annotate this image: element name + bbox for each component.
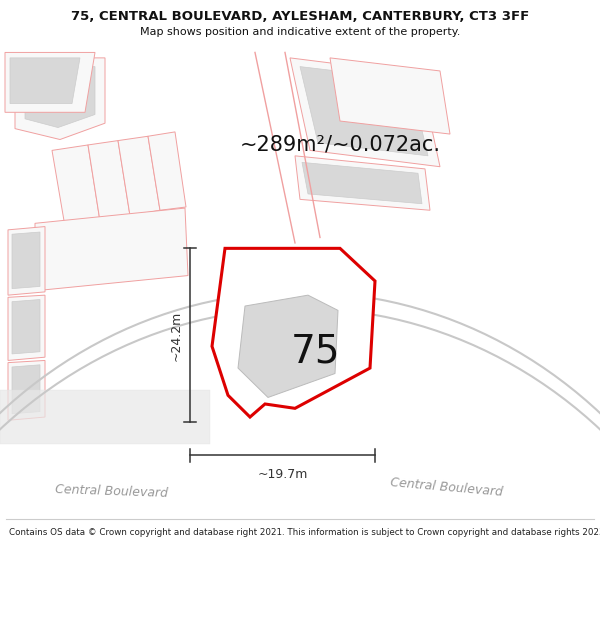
Polygon shape bbox=[12, 299, 40, 354]
Text: Central Boulevard: Central Boulevard bbox=[55, 482, 168, 499]
Polygon shape bbox=[302, 162, 422, 204]
Polygon shape bbox=[295, 156, 430, 210]
Text: ~289m²/~0.072ac.: ~289m²/~0.072ac. bbox=[239, 135, 440, 155]
Text: Central Boulevard: Central Boulevard bbox=[390, 476, 503, 499]
Text: Map shows position and indicative extent of the property.: Map shows position and indicative extent… bbox=[140, 27, 460, 37]
Polygon shape bbox=[8, 295, 45, 361]
Polygon shape bbox=[25, 67, 95, 128]
Polygon shape bbox=[148, 132, 186, 210]
Polygon shape bbox=[290, 58, 440, 167]
Polygon shape bbox=[8, 227, 45, 295]
Polygon shape bbox=[35, 208, 188, 291]
Polygon shape bbox=[52, 145, 100, 227]
Polygon shape bbox=[12, 365, 40, 414]
Polygon shape bbox=[10, 58, 80, 104]
Polygon shape bbox=[5, 52, 95, 112]
Polygon shape bbox=[212, 248, 375, 417]
Text: ~19.7m: ~19.7m bbox=[257, 468, 308, 481]
Polygon shape bbox=[238, 295, 338, 398]
Polygon shape bbox=[330, 58, 450, 134]
Polygon shape bbox=[300, 67, 428, 156]
Text: Contains OS data © Crown copyright and database right 2021. This information is : Contains OS data © Crown copyright and d… bbox=[9, 528, 600, 538]
Polygon shape bbox=[0, 390, 210, 444]
Polygon shape bbox=[15, 58, 105, 139]
Polygon shape bbox=[118, 136, 160, 216]
Polygon shape bbox=[12, 232, 40, 289]
Text: 75: 75 bbox=[290, 332, 340, 371]
Text: ~24.2m: ~24.2m bbox=[170, 310, 182, 361]
Text: 75, CENTRAL BOULEVARD, AYLESHAM, CANTERBURY, CT3 3FF: 75, CENTRAL BOULEVARD, AYLESHAM, CANTERB… bbox=[71, 11, 529, 23]
Polygon shape bbox=[88, 141, 130, 221]
Polygon shape bbox=[8, 361, 45, 420]
